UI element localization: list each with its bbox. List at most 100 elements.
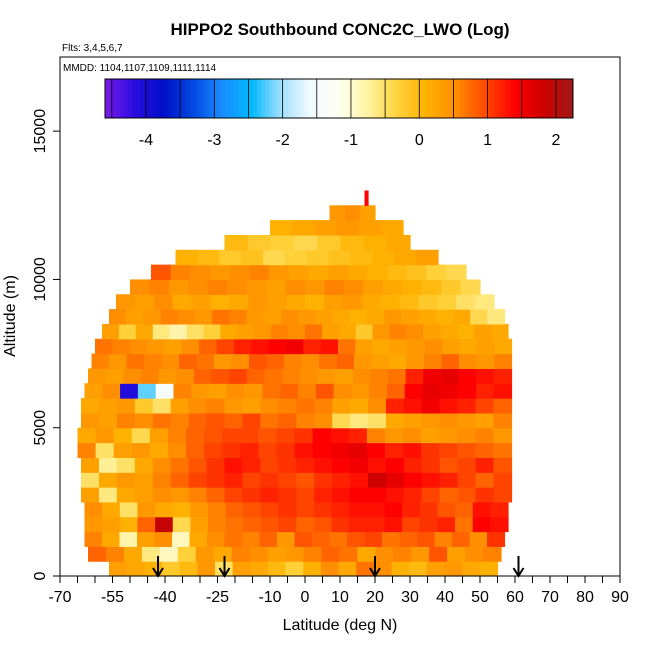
colorbar-segment: [350, 79, 356, 118]
heatmap-cell: [331, 516, 350, 533]
heatmap-cell: [222, 427, 241, 444]
heatmap-cell: [210, 294, 230, 310]
x-axis-label: Latitude (deg N): [283, 617, 398, 634]
heatmap-cell: [303, 338, 322, 355]
colorbar-segment: [233, 79, 239, 118]
heatmap-cell: [260, 412, 279, 429]
heatmap-cell: [159, 546, 179, 562]
colorbar-segment: [444, 79, 449, 118]
heatmap-cell: [188, 279, 209, 295]
heatmap-cell: [384, 501, 403, 518]
heatmap-cell: [305, 294, 325, 310]
colorbar-segment: [397, 79, 402, 118]
heatmap-cell: [312, 531, 331, 547]
heatmap-cell: [269, 264, 290, 281]
heatmap-cell: [330, 427, 350, 444]
colorbar-segment: [186, 79, 192, 118]
heatmap-cell: [417, 531, 436, 547]
heatmap-cell: [237, 323, 255, 340]
heatmap-cell: [366, 309, 385, 325]
heatmap-cell: [459, 338, 478, 355]
heatmap-cell: [118, 323, 137, 340]
heatmap-cell: [210, 264, 231, 281]
heatmap-cell: [452, 531, 471, 547]
heatmap-cell: [421, 398, 441, 414]
heatmap-cell: [349, 309, 368, 325]
heatmap-cell: [105, 546, 125, 562]
heatmap-cell: [368, 412, 387, 429]
heatmap-cell: [206, 398, 226, 414]
colorbar-segment: [225, 79, 231, 118]
heatmap-cell: [152, 398, 172, 414]
heatmap-cell: [206, 412, 226, 429]
heatmap-cell: [191, 383, 210, 399]
heatmap-cell: [363, 279, 384, 295]
heatmap-cell: [296, 457, 315, 473]
heatmap-cell: [188, 457, 208, 473]
heatmap-cell: [240, 427, 259, 444]
colorbar-segment: [210, 79, 215, 118]
colorbar-segment: [175, 79, 180, 118]
heatmap-cell: [424, 338, 443, 355]
heatmap-cell: [423, 323, 441, 340]
heatmap-cell: [475, 294, 495, 310]
heatmap-cell: [368, 398, 387, 414]
heatmap-cell: [170, 264, 191, 281]
colorbar-segment: [264, 79, 270, 118]
heatmap-cell: [109, 309, 127, 325]
heatmap-cell: [382, 531, 401, 547]
heatmap-cell: [320, 561, 340, 577]
heatmap-cell: [134, 457, 154, 473]
heatmap-cell: [220, 323, 238, 340]
heatmap-cell: [109, 561, 128, 577]
x-tick-label: -70: [48, 589, 71, 606]
heatmap-cell: [475, 442, 495, 458]
colorbar-segment: [549, 79, 554, 118]
heatmap-cell: [313, 501, 333, 518]
heatmap-cell: [439, 487, 459, 503]
heatmap-cell: [329, 531, 348, 547]
heatmap-cell: [370, 368, 389, 384]
heatmap-cell: [102, 516, 121, 533]
heatmap-cell: [324, 279, 345, 295]
heatmap-cell: [105, 368, 124, 384]
colorbar-segment: [475, 79, 480, 118]
colorbar-segment: [206, 79, 211, 118]
heatmap-cell: [493, 472, 513, 488]
heatmap-cell: [296, 516, 315, 533]
colorbar-segment: [241, 79, 246, 118]
heatmap-cell: [375, 546, 394, 562]
heatmap-cell: [351, 383, 370, 399]
heatmap-cell: [170, 472, 190, 488]
heatmap-cell: [441, 353, 460, 369]
colorbar-segment: [534, 79, 539, 118]
heatmap-cell: [241, 249, 264, 266]
heatmap-cell: [444, 561, 463, 577]
heatmap-cell: [177, 546, 197, 562]
heatmap-cell: [224, 472, 244, 488]
heatmap-cell: [335, 368, 354, 384]
colorbar-segment: [541, 79, 547, 118]
colorbar-segment: [463, 79, 469, 118]
colorbar-segment: [413, 79, 418, 118]
heatmap-cell: [460, 279, 481, 295]
heatmap-cell: [222, 442, 241, 458]
y-axis-label: Altitude (m): [2, 275, 19, 357]
colorbar-segment: [198, 79, 203, 118]
heatmap-cell: [421, 427, 440, 444]
heatmap-cell: [294, 442, 314, 458]
heatmap-cell: [278, 457, 297, 473]
heatmap-cell: [332, 487, 351, 503]
heatmap-cell: [407, 338, 426, 355]
heatmap-cell: [98, 487, 118, 503]
heatmap-cell: [246, 279, 267, 295]
heatmap-cell: [248, 294, 268, 310]
colorbar-segment: [440, 79, 445, 118]
heatmap-cell: [84, 383, 103, 399]
heatmap-cell: [164, 338, 183, 355]
heatmap-cell: [116, 457, 136, 473]
colorbar-segment: [292, 79, 297, 118]
heatmap-cell: [475, 412, 495, 429]
heatmap-cell: [204, 427, 223, 444]
heatmap-cell: [421, 279, 442, 295]
